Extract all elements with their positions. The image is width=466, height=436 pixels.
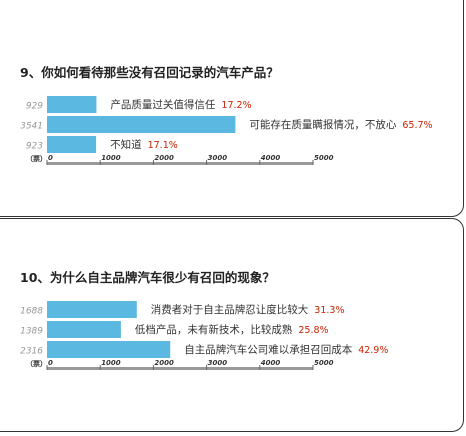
percentage-label: 17.1% xyxy=(148,140,178,151)
bar-value-label: 923 xyxy=(26,142,43,152)
question-card-9: 9、你如何看待那些没有召回记录的汽车产品？ 929 产品质量过关值得信任 17.2%… xyxy=(0,0,464,217)
chart-title: 10、为什么自主品牌汽车很少有召回的现象？ xyxy=(20,270,275,285)
percentage-label: 17.2% xyxy=(221,100,251,111)
x-axis-line xyxy=(47,162,313,165)
bar xyxy=(47,136,97,153)
question-card-10: 10、为什么自主品牌汽车很少有召回的现象？ 1688 消费者对于自主品牌忍让度比较… xyxy=(0,218,464,432)
chart-title: 9、你如何看待那些没有召回记录的汽车产品？ xyxy=(20,65,279,80)
bar-value-label: 929 xyxy=(26,102,43,112)
percentage-label: 65.7% xyxy=(402,120,432,131)
category-label: 低档产品，未有新技术，比较成熟 xyxy=(135,323,293,336)
bar xyxy=(47,321,121,338)
x-tick-label: 4000 xyxy=(261,154,281,162)
bar xyxy=(47,301,137,318)
x-tick-label: 2000 xyxy=(154,154,174,162)
axis-unit-label: （票） xyxy=(26,359,47,368)
x-tick-label: 4000 xyxy=(261,359,281,367)
x-tick-label: 0 xyxy=(48,359,53,367)
bar-value-label: 1688 xyxy=(20,307,43,317)
percentage-label: 31.3% xyxy=(314,305,344,316)
axis-unit-label: （票） xyxy=(26,154,47,163)
x-tick-label: 0 xyxy=(48,154,53,162)
category-label: 消费者对于自主品牌忍让度比较大 xyxy=(151,303,309,316)
bar xyxy=(47,116,236,133)
bar-chart-q9: 929 产品质量过关值得信任 17.2% 3541 可能存在质量瞒报情况，不放心 65.7… xyxy=(20,96,433,165)
x-tick-label: 5000 xyxy=(314,154,334,162)
bar-value-label: 1389 xyxy=(20,327,43,337)
x-tick-label: 5000 xyxy=(314,359,334,367)
category-label: 可能存在质量瞒报情况，不放心 xyxy=(249,118,396,131)
x-tick-label: 1000 xyxy=(101,359,121,367)
bar-value-label: 2316 xyxy=(20,347,43,357)
bar-chart-q10: 1688 消费者对于自主品牌忍让度比较大 31.3% 1389 低档产品，未有新技术，比… xyxy=(20,301,388,370)
category-label: 不知道 xyxy=(110,138,142,151)
bar xyxy=(47,341,171,358)
percentage-label: 25.8% xyxy=(298,325,328,336)
category-label: 自主品牌汽车公司难以承担召回成本 xyxy=(184,343,352,356)
x-tick-label: 3000 xyxy=(208,359,228,367)
x-tick-label: 3000 xyxy=(208,154,228,162)
bar xyxy=(47,96,97,113)
x-axis-line xyxy=(47,367,313,370)
percentage-label: 42.9% xyxy=(358,345,388,356)
bar-value-label: 3541 xyxy=(20,122,43,132)
category-label: 产品质量过关值得信任 xyxy=(110,98,215,111)
x-tick-label: 1000 xyxy=(101,154,121,162)
x-tick-label: 2000 xyxy=(154,359,174,367)
